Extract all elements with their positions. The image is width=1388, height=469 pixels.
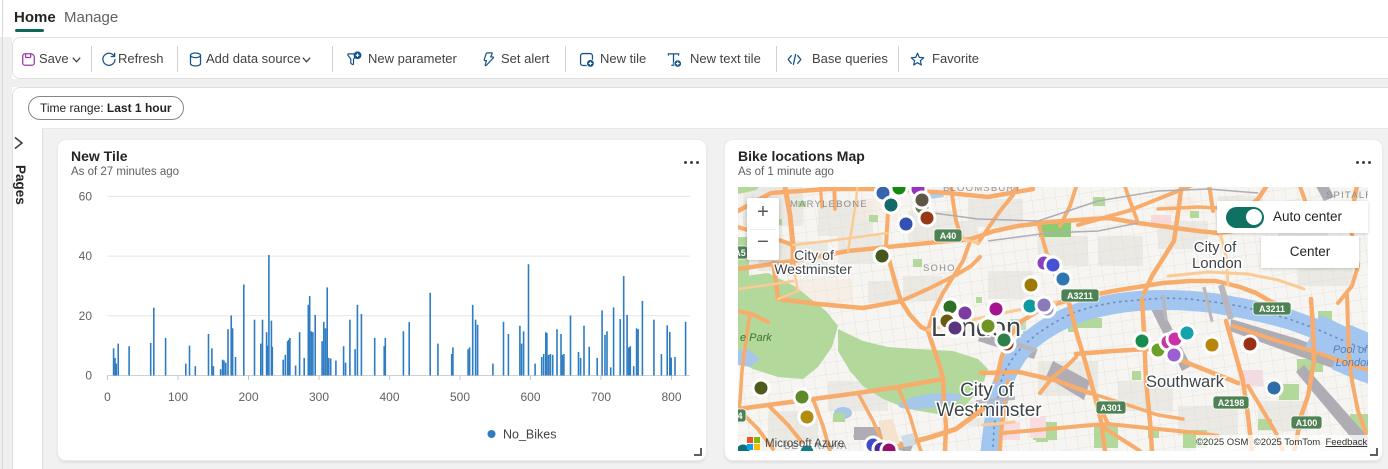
svg-text:City of: City of — [794, 247, 834, 263]
svg-text:SPITALFIEL: SPITALFIEL — [1326, 190, 1368, 201]
svg-text:4: 4 — [738, 411, 743, 421]
svg-text:e Park: e Park — [740, 332, 772, 344]
svg-text:No_Bikes: No_Bikes — [503, 428, 557, 442]
svg-text:Southwark: Southwark — [1146, 373, 1225, 391]
svg-text:A3211: A3211 — [1259, 304, 1285, 314]
svg-text:A100: A100 — [1296, 418, 1318, 428]
svg-text:200: 200 — [238, 390, 258, 404]
svg-text:A301: A301 — [1100, 403, 1122, 413]
svg-text:Westminster: Westminster — [936, 400, 1042, 421]
svg-text:800: 800 — [661, 390, 681, 404]
svg-text:300: 300 — [309, 390, 329, 404]
svg-text:60: 60 — [79, 189, 93, 203]
svg-text:100: 100 — [168, 390, 188, 404]
svg-text:A40: A40 — [940, 231, 957, 241]
svg-text:A2198: A2198 — [1218, 398, 1245, 408]
svg-text:SOHO: SOHO — [923, 263, 956, 274]
svg-text:600: 600 — [520, 390, 540, 404]
svg-text:A5: A5 — [738, 248, 746, 258]
svg-text:City of: City of — [1194, 239, 1237, 256]
svg-text:London: London — [1336, 357, 1368, 369]
svg-text:700: 700 — [591, 390, 611, 404]
svg-text:London: London — [1192, 255, 1242, 272]
svg-text:City of: City of — [960, 380, 1015, 401]
svg-text:Westminster: Westminster — [774, 261, 852, 277]
svg-text:400: 400 — [379, 390, 399, 404]
svg-text:BELGRAVIA: BELGRAVIA — [784, 441, 848, 451]
svg-text:BLOOMSBURY: BLOOMSBURY — [943, 183, 1022, 194]
svg-text:0: 0 — [104, 390, 111, 404]
svg-text:MARYLEBONE: MARYLEBONE — [790, 199, 868, 210]
svg-text:0: 0 — [85, 369, 92, 383]
svg-text:500: 500 — [450, 390, 470, 404]
svg-text:40: 40 — [79, 249, 93, 263]
svg-text:20: 20 — [79, 309, 93, 323]
svg-text:Pool of: Pool of — [1333, 344, 1368, 356]
svg-text:A3211: A3211 — [1067, 291, 1093, 301]
